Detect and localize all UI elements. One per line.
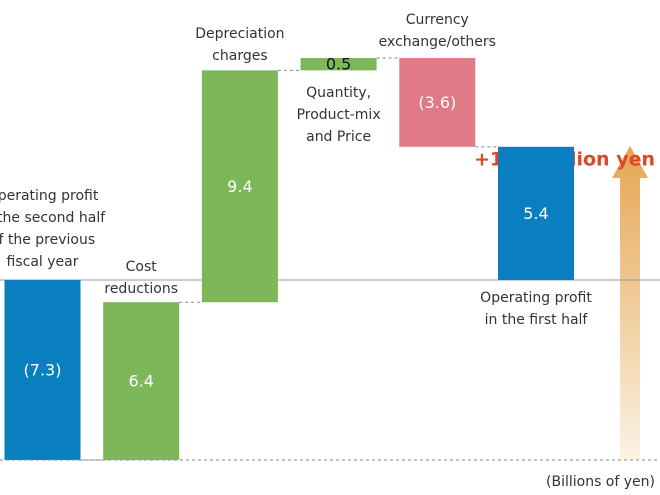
category-label-line: in the first half (485, 312, 589, 328)
increase-arrow (612, 146, 648, 460)
category-label-line: reductions (104, 281, 178, 297)
category-label-line: in the second half (0, 210, 106, 226)
value-label: (7.3) (24, 361, 62, 380)
bar (498, 146, 574, 280)
bar (399, 58, 476, 147)
value-label: 6.4 (128, 372, 153, 391)
value-label: 5.4 (523, 204, 548, 223)
category-label-line: Depreciation (195, 26, 284, 42)
category-label: Depreciation charges (195, 26, 284, 64)
category-label-line: Cost (126, 259, 158, 275)
category-label-line: charges (212, 48, 267, 64)
category-label-line: and Price (306, 129, 371, 145)
category-label-line: Operating profit (480, 290, 592, 306)
category-label: Quantity, Product-mix and Price (297, 85, 381, 145)
category-label: Currency exchange/others (379, 12, 496, 50)
category-label: Operating profit in the first half (480, 290, 592, 328)
value-label: 0.5 (326, 55, 351, 74)
category-label-line: of the previous (0, 232, 95, 248)
unit-note: (Billions of yen) (546, 474, 655, 490)
value-label: 9.4 (227, 177, 252, 196)
category-label-line: Operating profit (0, 188, 99, 204)
bar (4, 279, 81, 461)
category-label-line: fiscal year (7, 254, 79, 270)
bar (201, 70, 278, 303)
category-label: Operating profit in the second half of the… (0, 188, 106, 270)
bar (300, 58, 377, 71)
category-label-line: Quantity, (306, 85, 371, 101)
category-label-line: Product-mix (297, 107, 381, 123)
category-label: Cost reductions (104, 259, 178, 297)
value-label: (3.6) (418, 93, 456, 112)
category-label-line: exchange/others (379, 34, 496, 50)
bar (103, 302, 180, 461)
category-label-line: Currency (406, 12, 469, 28)
